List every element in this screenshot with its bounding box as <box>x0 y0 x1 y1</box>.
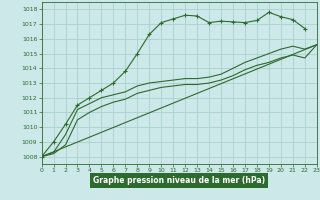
X-axis label: Graphe pression niveau de la mer (hPa): Graphe pression niveau de la mer (hPa) <box>93 176 265 185</box>
